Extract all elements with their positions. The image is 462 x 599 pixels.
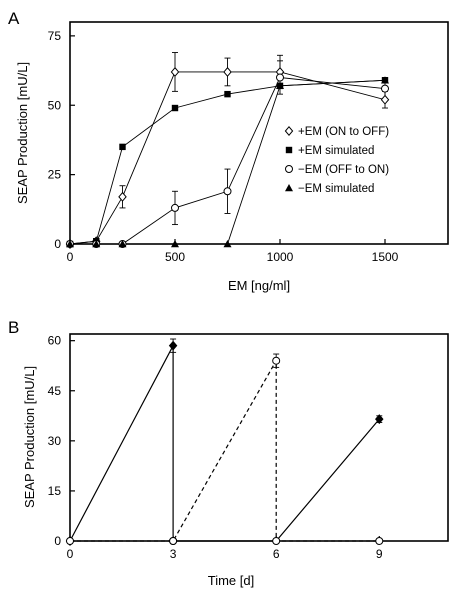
panel-b-x-axis-label: Time [d] — [208, 573, 254, 588]
panel-a-y-tick-label: 75 — [48, 29, 62, 43]
panel-b-y-tick-label: 45 — [48, 384, 62, 398]
legend-label: −EM (OFF to ON) — [298, 164, 389, 176]
panel-a-x-axis-label: EM [ng/ml] — [228, 278, 290, 293]
panel-b-series-1-line — [69, 345, 380, 542]
panel-a-series-4-point — [66, 240, 74, 248]
panel-a-series-4-point — [118, 240, 127, 248]
panel-a-series-1-point — [380, 94, 390, 105]
panel-a-series-1-point — [170, 66, 180, 77]
panel-b-markers — [65, 340, 384, 546]
panel-b: B 0 3 6 9 0 15 30 45 60 Time [d] SEAP Production… — [8, 318, 449, 588]
panel-a-x-tick-label: 500 — [165, 250, 185, 264]
panel-b-series-2-point — [272, 537, 281, 545]
panel-a-x-tick-label: 1000 — [267, 250, 294, 264]
legend-entry: +EM (ON to OFF) — [284, 126, 389, 138]
panel-a-series-lines — [69, 71, 386, 245]
panel-a-y-tick-label: 25 — [48, 168, 62, 182]
legend-entry: −EM simulated — [285, 183, 374, 195]
panel-a-legend: +EM (ON to OFF) +EM simulated −EM (OFF to … — [284, 126, 389, 195]
panel-b-x-tick-label: 0 — [67, 547, 74, 561]
panel-a-y-tick-label: 50 — [48, 98, 62, 112]
panel-b-series-2-point — [272, 356, 281, 365]
panel-b-label: B — [8, 318, 19, 337]
panel-a-y-tick-label: 0 — [54, 237, 61, 251]
panel-b-x-tick-label: 9 — [376, 547, 383, 561]
panel-a-series-3-point — [223, 187, 232, 196]
panel-b-series-2-line — [70, 358, 380, 542]
panel-a-series-2-point — [119, 143, 126, 151]
panel-b-y-tick-label: 15 — [48, 484, 62, 498]
legend-symbol — [285, 184, 293, 192]
panel-b-y-tick-label: 60 — [48, 334, 62, 348]
legend-entry: −EM (OFF to ON) — [285, 164, 389, 176]
legend-symbol — [285, 165, 293, 173]
panel-a-series-3-point — [171, 203, 179, 212]
panel-b-x-tick-label: 3 — [170, 547, 177, 561]
panel-a-series-2-line — [69, 79, 386, 245]
panel-a-ticks: 0 500 1000 1500 0 25 50 75 — [48, 29, 399, 264]
panel-a-series-4-point — [171, 240, 179, 248]
legend-symbol — [284, 126, 294, 136]
panel-a-series-1-point — [118, 191, 127, 202]
panel-b-series-lines — [69, 345, 380, 542]
panel-b-y-axis-label: SEAP Production [mU/L] — [22, 366, 37, 508]
legend-label: +EM simulated — [298, 145, 374, 157]
panel-a-series-1-line — [69, 71, 386, 245]
panel-b-y-tick-label: 30 — [48, 434, 62, 448]
panel-a-series-1-point — [223, 66, 232, 77]
panel-a-y-axis-label: SEAP Production [mU/L] — [15, 62, 30, 204]
legend-label: +EM (ON to OFF) — [298, 126, 389, 138]
panel-a-x-tick-label: 0 — [67, 250, 74, 264]
panel-b-ticks: 0 3 6 9 0 15 30 45 60 — [48, 334, 383, 561]
panel-a-markers — [65, 66, 390, 249]
panel-b-series-2-point — [375, 537, 384, 545]
panel-a-series-2-point — [224, 90, 231, 98]
panel-a-x-tick-label: 1500 — [372, 250, 399, 264]
panel-a-series-4-point — [223, 240, 232, 248]
panel-a-series-3-point — [276, 73, 284, 82]
panel-a: A 0 500 1000 1500 0 25 50 75 EM [ng/ml] SEAP Pr… — [8, 9, 449, 293]
panel-a-series-4-point — [381, 76, 389, 84]
panel-a-series-4-point — [92, 240, 101, 248]
panel-b-series-2-point — [66, 537, 74, 545]
panel-b-series-1-point — [168, 340, 178, 351]
legend-entry: +EM simulated — [285, 145, 374, 157]
legend-symbol — [285, 146, 293, 154]
panel-a-series-3-line — [70, 77, 386, 245]
panel-b-frame — [69, 333, 449, 542]
panel-a-series-4-line — [70, 79, 386, 245]
panel-a-frame — [69, 21, 449, 245]
panel-b-series-1-point — [375, 414, 384, 425]
panel-a-series-3-point — [381, 84, 389, 93]
panel-b-x-tick-label: 6 — [273, 547, 280, 561]
panel-a-series-2-point — [171, 104, 179, 112]
panel-b-y-tick-label: 0 — [54, 534, 61, 548]
panel-a-label: A — [8, 9, 20, 28]
panel-b-series-2-point — [169, 537, 178, 545]
legend-label: −EM simulated — [298, 183, 374, 195]
panel-a-series-4-point — [276, 81, 284, 90]
